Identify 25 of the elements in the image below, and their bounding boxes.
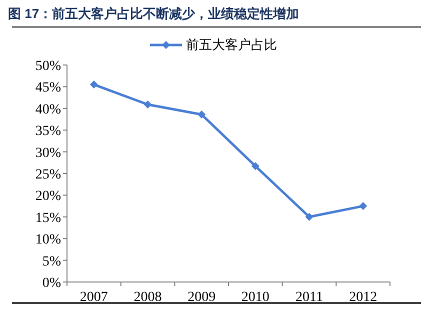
point: [198, 110, 206, 118]
y-tick-label: 5%: [42, 254, 62, 270]
legend-label: 前五大客户占比: [186, 37, 277, 52]
point: [144, 100, 152, 108]
x-tick-label: 2011: [296, 290, 323, 305]
y-tick-label: 10%: [35, 232, 62, 248]
y-tick-label: 45%: [35, 80, 62, 96]
point: [90, 80, 98, 89]
y-tick-label: 40%: [35, 102, 62, 118]
x-tick-label: 2007: [80, 290, 108, 305]
x-tick-label: 2012: [349, 290, 378, 305]
point: [251, 162, 260, 170]
x-tick-label: 2008: [134, 290, 162, 305]
chart-title: 图 17：前五大客户占比不断减少，业绩稳定性增加: [8, 6, 300, 21]
y-tick-label: 15%: [35, 210, 62, 226]
y-tick-label: 0%: [42, 276, 62, 291]
y-tick-label: 30%: [35, 146, 62, 161]
y-tick-label: 25%: [35, 168, 62, 182]
y-tick-label: 20%: [35, 189, 62, 204]
point: [305, 212, 314, 221]
y-tick-label: 50%: [35, 59, 62, 74]
x-tick-label: 2009: [188, 290, 216, 305]
point: [359, 202, 368, 210]
x-tick-label: 2010: [241, 290, 270, 305]
y-tick-label: 35%: [35, 124, 62, 140]
